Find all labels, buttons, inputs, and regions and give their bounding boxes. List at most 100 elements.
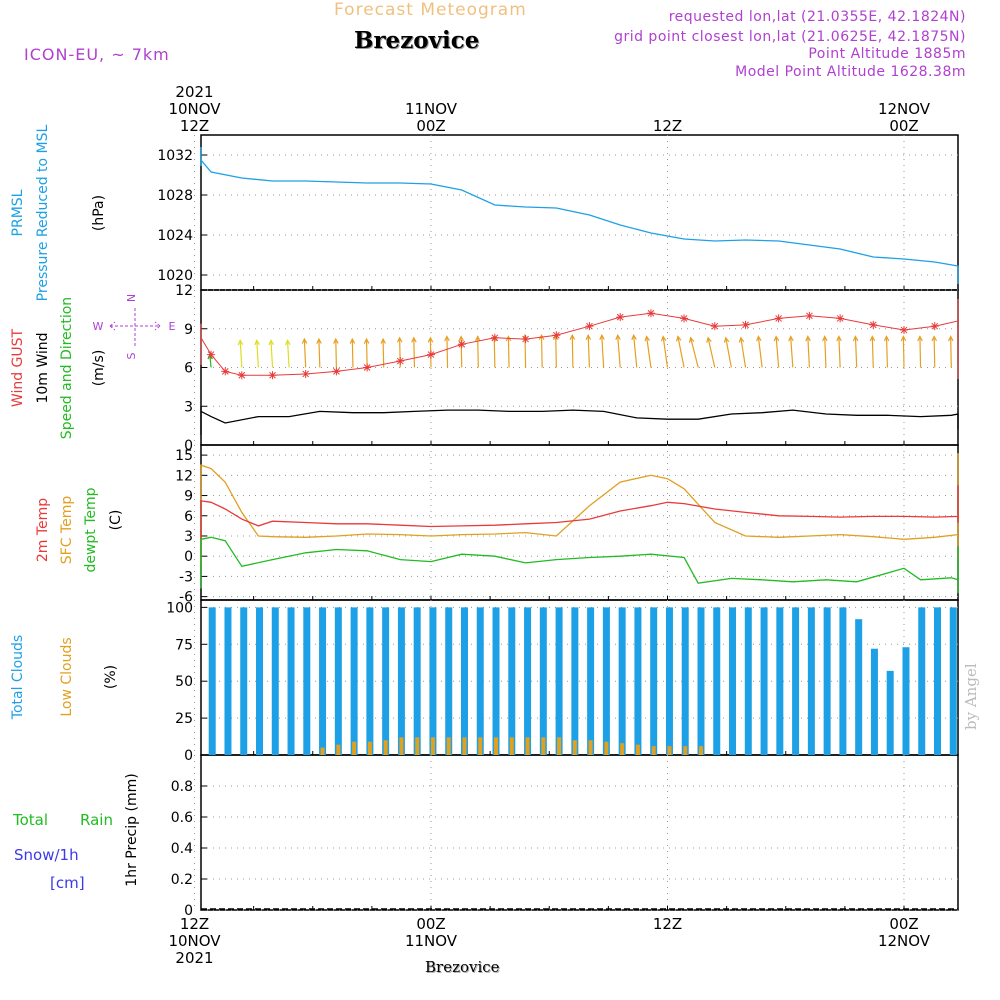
gust-marker [774, 314, 783, 323]
wind-arrowhead [675, 335, 682, 342]
gust-marker [836, 314, 845, 323]
wind-direction-arrow [365, 339, 368, 368]
top-time-label: 12Z [180, 117, 209, 135]
wind-direction-arrow [540, 335, 543, 368]
y-tick-label: 3 [184, 529, 193, 545]
y-tick-label: 0 [184, 748, 193, 764]
total-cloud-bar [744, 607, 752, 755]
total-cloud-bar [870, 648, 878, 755]
y-tick-label: 0.4 [171, 841, 193, 857]
wind-direction-arrow [775, 336, 780, 368]
gust-marker [585, 322, 594, 331]
total-cloud-bar [855, 619, 863, 755]
total-cloud-bar [634, 607, 642, 755]
low-cloud-bar [620, 743, 625, 755]
wind-direction-arrow [950, 336, 952, 368]
gust-marker [221, 367, 230, 376]
wind-direction-arrow [871, 336, 874, 368]
gust-marker [900, 326, 908, 335]
pressure-line [200, 147, 959, 284]
ylabel-2m-temp: 2m Temp [35, 498, 51, 562]
total-cloud-bar [729, 607, 737, 755]
total-cloud-bar [886, 670, 894, 755]
wind-direction-arrow [413, 337, 416, 368]
total-cloud-bar [460, 607, 468, 755]
ylabel-sfc-temp: SFC Temp [59, 496, 75, 565]
wind-arrowhead [254, 339, 260, 346]
total-cloud-bar [555, 607, 563, 755]
wind-arrowhead [474, 335, 481, 342]
wind-direction-arrow [286, 340, 290, 368]
bottom-time-label: 00Z [889, 915, 918, 933]
wind-direction-arrow [854, 336, 858, 368]
y-tick-label: 1032 [157, 148, 193, 164]
wind-direction-arrow [838, 336, 841, 368]
wind-direction-arrow [740, 337, 747, 368]
wind-arrowhead [599, 333, 605, 341]
total-cloud-bar [476, 607, 484, 755]
wind-direction-arrow [571, 335, 574, 368]
wind-arrowhead [805, 335, 811, 342]
wind-arrowhead [411, 336, 417, 343]
wind-arrowhead [773, 335, 780, 342]
total-cloud-bar [224, 607, 232, 755]
bottom-time-label: 10NOV [168, 932, 221, 950]
top-time-label: 11NOV [405, 100, 458, 118]
wind-arrowhead [836, 335, 842, 342]
total-cloud-bar [350, 607, 358, 755]
wind-arrowhead [316, 337, 322, 344]
gust-marker [805, 311, 814, 320]
compass-north: N [125, 294, 138, 302]
y-tick-label: 1024 [157, 228, 193, 244]
wind-arrowhead [822, 335, 828, 342]
wind-direction-arrow [351, 339, 354, 368]
total-cloud-bar [902, 647, 910, 755]
low-cloud-bar [399, 737, 404, 755]
total-cloud-bar [618, 607, 626, 755]
ylabel-speed-direction: Speed and Direction [59, 297, 75, 439]
total-cloud-bar [713, 607, 721, 755]
wind-direction-arrow [256, 340, 259, 368]
gust-marker [869, 320, 878, 329]
wind-arrowhead [444, 335, 450, 342]
wind-arrowhead [333, 337, 339, 344]
ylabel-precip: 1hr Precip (mm) [124, 773, 140, 886]
total-cloud-bar [934, 607, 942, 755]
bottom-time-label: 12NOV [878, 932, 931, 950]
total-cloud-bar [650, 607, 658, 755]
wind-arrowhead [756, 335, 762, 342]
bottom-location: Brezovice [425, 958, 500, 976]
top-time-label: 12Z [653, 117, 682, 135]
wind-arrowhead [284, 339, 291, 346]
total-cloud-bar [776, 607, 784, 755]
gridpoint-coords: grid point closest lon,lat (21.0625E, 42… [614, 29, 966, 45]
label-total: Total [12, 811, 48, 829]
wind-direction-arrow [885, 336, 889, 368]
gust-marker [301, 369, 310, 378]
low-cloud-bar [509, 737, 514, 755]
wind-arrowhead [538, 333, 545, 340]
wind-direction-arrow [524, 335, 527, 368]
y-tick-label: 0.2 [171, 872, 193, 888]
low-cloud-bar [415, 737, 420, 755]
y-tick-label: 6 [184, 509, 193, 525]
gust-marker [237, 371, 246, 380]
wind-direction-arrow [677, 336, 685, 368]
wind-speed-line [200, 406, 959, 435]
y-tick-label: 9 [184, 489, 193, 505]
wind-arrowhead [505, 335, 512, 342]
y-tick-label: 0 [184, 903, 193, 919]
model-label: ICON-EU, ~ 7km [24, 45, 170, 64]
y-tick-label: 12 [175, 468, 193, 484]
wind-direction-arrow [209, 354, 212, 368]
ylabel-low-clouds: Low Clouds [59, 637, 75, 716]
total-cloud-bar [760, 607, 768, 755]
total-cloud-bar [697, 607, 705, 755]
total-cloud-bar [792, 607, 800, 755]
wind-arrowhead [380, 337, 386, 344]
total-cloud-bar [303, 607, 311, 755]
gust-marker [616, 313, 625, 322]
wind-arrowhead [883, 335, 890, 342]
wind-arrowhead [268, 339, 275, 346]
low-cloud-bar [635, 744, 640, 755]
